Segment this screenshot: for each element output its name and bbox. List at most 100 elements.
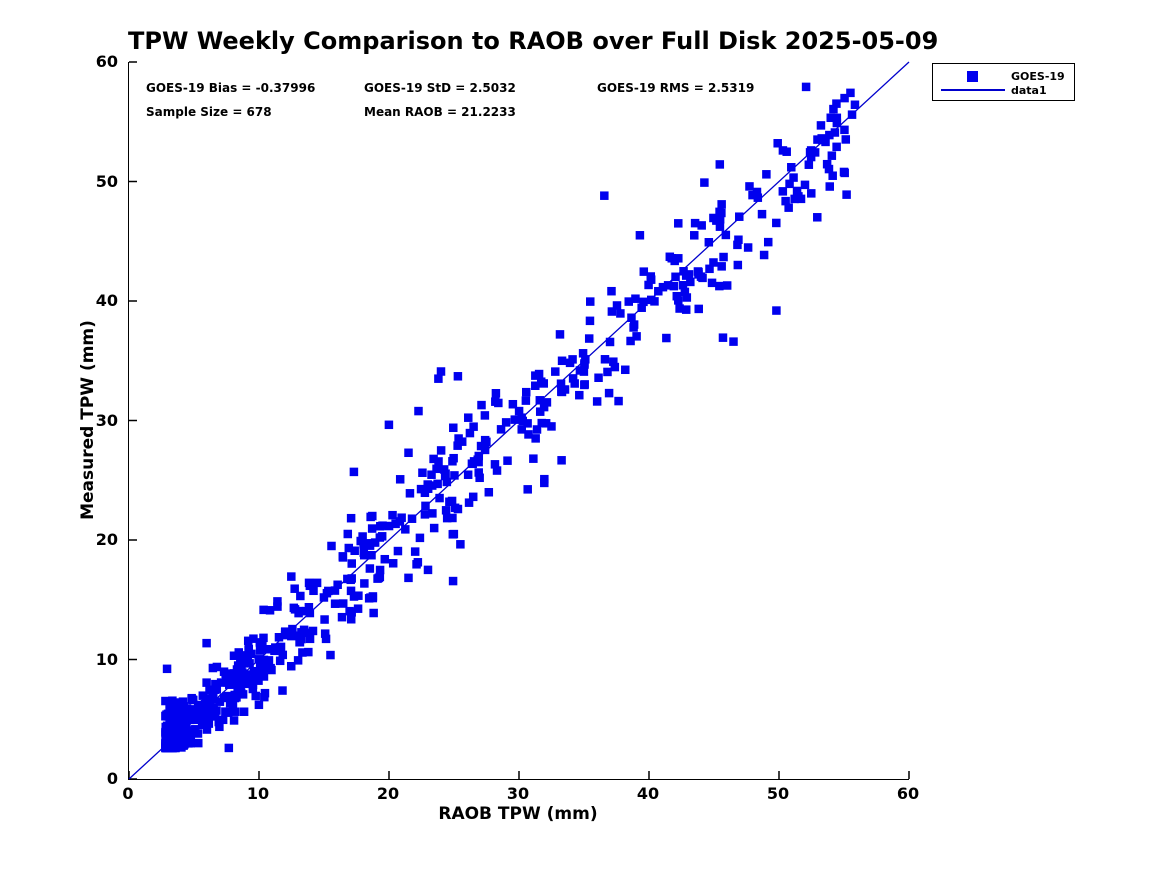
legend-entry-goes19: GOES-19 — [1011, 70, 1065, 83]
scatter-point — [275, 656, 285, 666]
scatter-point — [305, 608, 315, 618]
scatter-point — [607, 286, 616, 296]
scatter-point — [847, 110, 857, 119]
scatter-point — [639, 267, 649, 276]
scatter-point — [346, 513, 356, 523]
scatter-point — [304, 602, 314, 612]
scatter-point — [773, 139, 782, 148]
scatter-point — [492, 466, 502, 475]
scatter-point — [350, 546, 359, 556]
scatter-point — [415, 533, 425, 543]
stat-bias: GOES-19 Bias = -0.37996 — [146, 81, 316, 95]
scatter-point — [391, 519, 400, 529]
scatter-point — [242, 651, 251, 660]
scatter-point — [208, 695, 218, 704]
scatter-point — [245, 659, 254, 668]
scatter-point — [347, 574, 356, 583]
scatter-point — [410, 547, 420, 556]
scatter-point — [324, 586, 333, 596]
scatter-point — [594, 373, 603, 383]
scatter-point — [189, 715, 199, 724]
scatter-point — [541, 419, 551, 428]
scatter-point — [846, 88, 855, 98]
scatter-point — [806, 152, 816, 162]
scatter-point — [194, 700, 203, 710]
scatter-point — [580, 380, 589, 389]
y-tick-label: 60 — [95, 52, 118, 71]
scatter-point — [370, 538, 380, 547]
scatter-point — [592, 397, 602, 406]
scatter-point — [373, 574, 382, 583]
scatter-point — [298, 648, 307, 657]
scatter-point — [421, 501, 430, 511]
scatter-point — [172, 710, 181, 720]
scatter-point — [665, 252, 675, 262]
scatter-point — [366, 512, 375, 522]
scatter-point — [540, 474, 549, 484]
scatter-point — [420, 510, 430, 519]
x-axis-label: RAOB TPW (mm) — [438, 804, 598, 824]
scatter-point — [717, 262, 726, 271]
x-tick-label: 60 — [896, 784, 920, 803]
scatter-point — [295, 638, 305, 647]
scatter-point — [787, 163, 796, 172]
y-axis-label: Measured TPW (mm) — [78, 320, 98, 520]
scatter-point — [521, 387, 531, 397]
plot-area — [128, 61, 910, 780]
scatter-point — [367, 524, 377, 533]
scatter-point — [233, 675, 243, 684]
scatter-point — [555, 330, 565, 339]
scatter-point — [264, 656, 274, 665]
scatter-point — [681, 271, 691, 280]
scatter-point — [450, 503, 460, 513]
scatter-point — [265, 606, 275, 615]
scatter-point — [772, 218, 781, 228]
scatter-point — [690, 218, 700, 228]
scatter-point — [719, 252, 728, 262]
scatter-point — [531, 381, 540, 390]
scatter-point — [294, 608, 303, 618]
scatter-point — [557, 456, 566, 465]
scatter-point — [721, 230, 731, 240]
scatter-point — [763, 237, 773, 247]
scatter-point — [694, 304, 703, 314]
scatter-point — [632, 332, 641, 341]
scatter-point — [807, 189, 816, 198]
scatter-point — [832, 142, 841, 152]
scatter-point — [429, 454, 438, 464]
scatter-point — [376, 521, 385, 531]
scatter-point — [208, 663, 218, 673]
scatter-point — [229, 669, 239, 678]
scatter-point — [514, 406, 524, 416]
scatter-point — [239, 707, 249, 716]
scatter-point — [380, 554, 390, 564]
scatter-point — [359, 540, 368, 549]
scatter-point — [236, 653, 245, 662]
scatter-point — [445, 497, 454, 507]
scatter-point — [330, 599, 340, 608]
scatter-point — [646, 272, 656, 281]
scatter-point — [418, 468, 427, 477]
scatter-point — [393, 546, 403, 556]
scatter-point — [330, 586, 340, 595]
scatter-point — [401, 525, 410, 534]
scatter-point — [449, 529, 459, 539]
scatter-point — [448, 576, 458, 586]
scatter-point — [679, 267, 688, 276]
scatter-point — [535, 407, 545, 416]
scatter-point — [584, 334, 594, 343]
scatter-point — [532, 425, 542, 434]
scatter-point — [231, 707, 240, 716]
scatter-point — [816, 121, 826, 130]
scatter-point — [204, 719, 214, 728]
scatter-point — [704, 238, 714, 247]
scatter-point — [794, 192, 803, 201]
scatter-point — [469, 457, 479, 466]
scatter-point — [183, 733, 193, 743]
legend: GOES-19 data1 — [932, 63, 1075, 101]
scatter-point — [575, 390, 584, 400]
scatter-point — [359, 548, 369, 557]
scatter-point — [464, 413, 473, 422]
scatter-point — [321, 634, 331, 644]
scatter-point — [433, 479, 442, 489]
